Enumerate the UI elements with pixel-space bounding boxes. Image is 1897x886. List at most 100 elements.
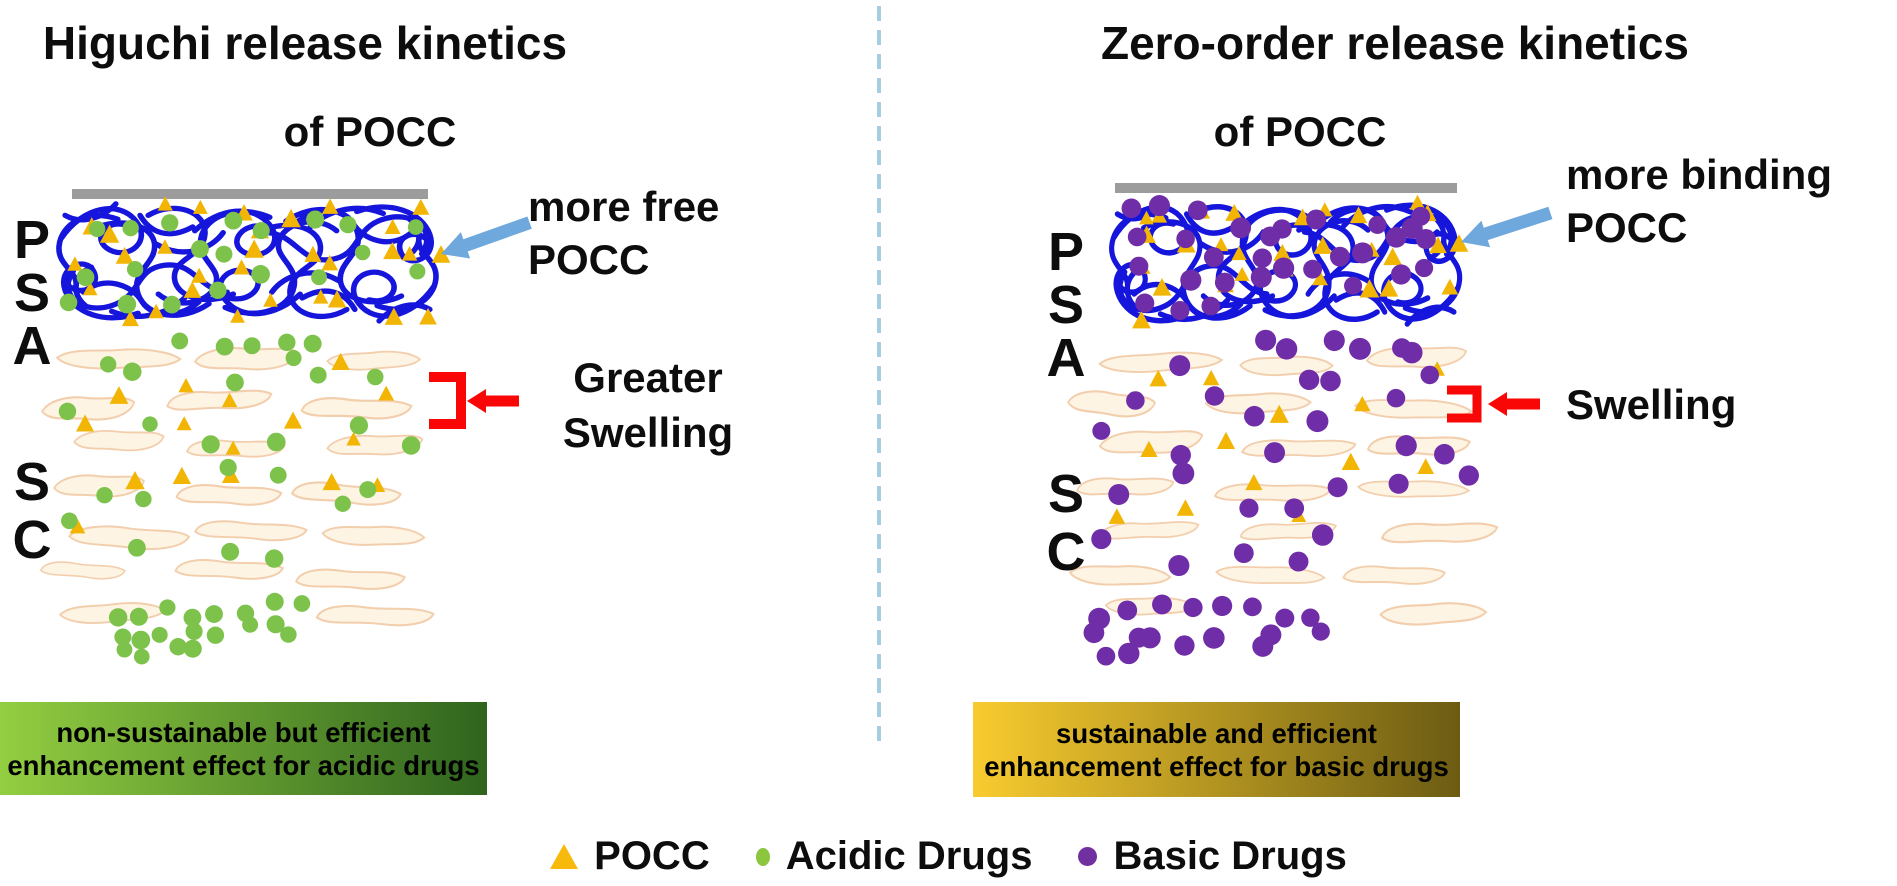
acidic-drug-dot [226, 373, 244, 392]
corneocyte [1366, 434, 1471, 457]
red-arrow-icon-right [1488, 392, 1540, 416]
corneocyte [175, 483, 283, 507]
skin-surface-bar-right [1115, 183, 1457, 193]
acidic-drug-dot [183, 639, 202, 658]
basic-drug-dot [1168, 554, 1190, 577]
acidic-drug-dot [221, 542, 240, 561]
basic-drug-dot [1411, 206, 1431, 226]
basic-drug-dot [1344, 276, 1363, 295]
red-arrow-icon-left [467, 389, 519, 413]
basic-drug-dot [1420, 365, 1439, 385]
pocc-triangle-icon [550, 844, 579, 869]
basic-drug-dot [1323, 330, 1345, 352]
blue-pointer-arrow-icon-left [436, 209, 535, 268]
acidic-drug-dot [159, 599, 176, 616]
basic-drug-dot [1244, 405, 1265, 427]
acidic-drug-dot [76, 268, 95, 287]
basic-drug-dot [1288, 551, 1309, 572]
acidic-drug-dot [215, 245, 233, 263]
basic-drug-dot [1121, 198, 1142, 219]
pocc-triangle-icon [384, 219, 401, 234]
acidic-drug-dot [127, 538, 146, 557]
acidic-drug-dot [163, 295, 181, 314]
polymer-network-left [59, 204, 436, 321]
annotation-overlay [429, 199, 1555, 429]
basic-drug-dot [1401, 341, 1423, 364]
acidic-drug-dot [266, 615, 285, 634]
corneocyte [321, 523, 426, 548]
pocc-triangle-icon [1359, 279, 1380, 298]
acidic-drug-dot [285, 350, 302, 367]
acidic-drug-dot [264, 549, 284, 568]
acidic-drug-dot [306, 210, 325, 229]
basic-drug-dot [1239, 498, 1259, 518]
legend-item-basic-drugs: Basic Drugs [1078, 834, 1347, 879]
blue-pointer-arrow-icon-right [1456, 199, 1555, 256]
basic-drug-dot [1320, 370, 1341, 392]
acidic-drug-dot [185, 622, 203, 641]
legend: POCC Acidic Drugs Basic Drugs [0, 834, 1897, 879]
basic-drug-dot [1306, 209, 1327, 230]
pocc-triangle-icon [109, 386, 129, 404]
basic-drug-dot [1096, 646, 1116, 666]
acidic-drug-dot [243, 337, 261, 355]
pocc-triangle-icon [1216, 431, 1236, 449]
legend-label: Acidic Drugs [785, 834, 1033, 878]
acidic-drug-dot [215, 337, 234, 356]
acidic-drug-dot [266, 432, 286, 452]
corneocyte [1098, 349, 1224, 375]
acidic-drug-dot [309, 366, 327, 384]
legend-label: Basic Drugs [1113, 834, 1347, 878]
legend-label: POCC [594, 834, 710, 878]
basic-drug-dot [1368, 215, 1387, 234]
basic-drug-dot [1203, 247, 1224, 268]
acidic-drug-dot [209, 281, 227, 300]
pocc-triangle-icon [192, 199, 208, 214]
basic-drug-dot [1415, 258, 1434, 278]
corneocyte [315, 604, 435, 628]
psa-layer-label-right: P S A [1046, 222, 1086, 388]
basic-drug-dot [1117, 600, 1138, 621]
acidic-drug-dot [359, 481, 377, 499]
basic-drug-dot [1303, 259, 1323, 279]
acidic-drug-dot [131, 630, 151, 650]
pocc-triangle-icon [233, 259, 250, 275]
scatter-layer [39, 194, 1499, 666]
basic-drug-dot [1139, 627, 1161, 649]
acidic-drug-dot [171, 332, 189, 350]
acidic-drug-dot [201, 435, 220, 454]
basic-drug-dot [1118, 642, 1140, 665]
left-panel-title: Higuchi release kinetics [42, 17, 568, 69]
basic-drug-dot [1311, 622, 1330, 641]
basic-drug-dot [1152, 594, 1172, 615]
pocc-triangle-icon [1202, 369, 1220, 386]
basic-drug-dot [1183, 597, 1203, 618]
greater-swelling-annotation: Greater Swelling [562, 354, 734, 456]
corneocyte [73, 429, 165, 452]
acidic-drug-dot [117, 294, 137, 314]
basic-drug-dot-icon [1078, 847, 1098, 866]
acidic-drug-dot [354, 244, 371, 261]
acidic-drug-dot [242, 616, 259, 633]
basic-drug-dot [1275, 338, 1298, 360]
acidic-drug-dot [58, 402, 77, 421]
acidic-drug-dot [183, 608, 202, 627]
acidic-drug-dot [219, 458, 237, 477]
acidic-drug-dot [99, 356, 117, 373]
pocc-triangle-icon [283, 411, 303, 429]
acidic-drug-dot [334, 495, 351, 512]
basic-drug-dot [1172, 462, 1195, 485]
acidic-drug-dot [366, 368, 384, 386]
legend-item-acidic-drugs: Acidic Drugs [755, 834, 1033, 879]
acidic-drug-dot [206, 626, 225, 644]
acidic-drug-dot [151, 626, 168, 643]
acidic-drug-dot [407, 219, 424, 235]
pocc-triangle-icon [1341, 452, 1360, 470]
acidic-drug-dot [224, 211, 243, 230]
acidic-drug-dot [126, 261, 144, 278]
legend-item-pocc: POCC [550, 834, 710, 879]
pocc-triangle-icon [263, 292, 278, 307]
pocc-triangle-icon [1417, 458, 1435, 475]
acidic-drug-dot [59, 293, 78, 312]
